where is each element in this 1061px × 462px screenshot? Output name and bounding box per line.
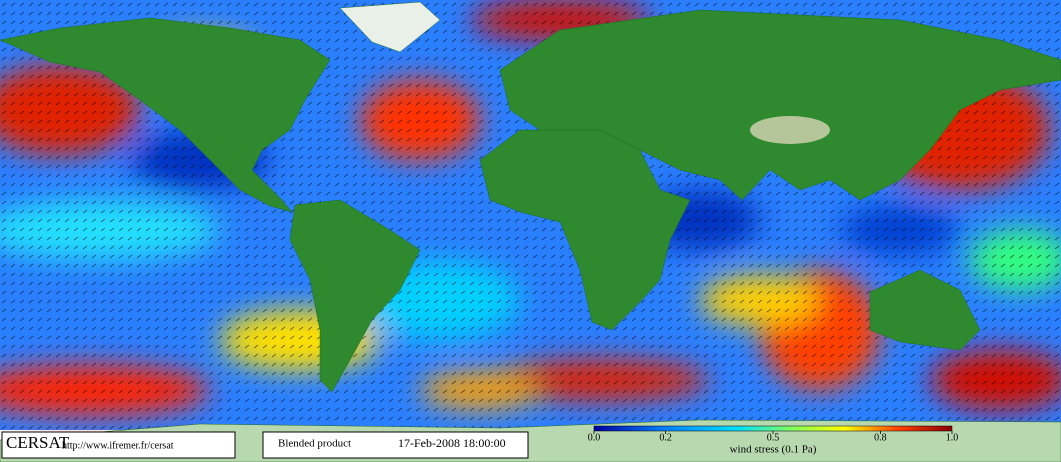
brand-box [1,431,236,459]
greenland [339,1,441,53]
footer: CERSAT http://www.ifremer.fr/cersat Blen… [1,425,959,459]
colorbar-label: wind stress (0.1 Pa) [730,444,817,456]
colorbar-tick-label: 0.8 [874,432,887,443]
south-america [289,199,421,393]
colorbar-tick-label: 0.5 [767,432,780,443]
url: http://www.ifremer.fr/cersat [62,440,174,451]
colorbar-ticks: 0.0 0.2 0.5 0.8 1.0 [588,431,959,443]
tibet [750,116,830,144]
timestamp: 17-Feb-2008 18:00:00 [398,436,506,450]
colorbar-tick-label: 1.0 [946,432,959,443]
australia [869,269,981,351]
colorbar-tick-label: 0.2 [659,432,672,443]
colorbar [593,425,953,432]
product-box [262,431,529,459]
colorbar-tick-label: 0.0 [588,432,601,443]
north-america [0,17,331,213]
product: Blended product [278,438,351,450]
brand: CERSAT [6,433,70,452]
eurasia [499,9,1061,201]
